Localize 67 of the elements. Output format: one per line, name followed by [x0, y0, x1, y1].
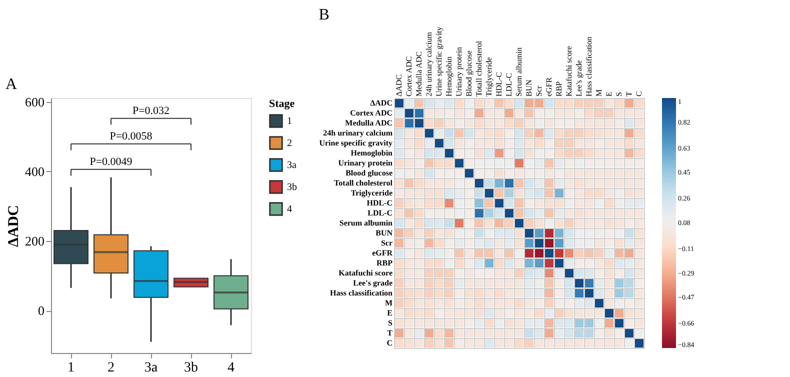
x-tick-label: LDL-C — [504, 72, 514, 96]
y-tick-label: LDL-C — [368, 208, 393, 218]
x-tick-label: Urinary protein — [454, 46, 464, 96]
x-tick-label: Urine specific gravity — [434, 26, 444, 96]
x-tick-label: HDL-C — [494, 72, 504, 96]
x-tick-label: Medulla ADC — [414, 51, 424, 96]
x-tick-label: C — [634, 91, 644, 96]
y-tick-label: RBP — [376, 258, 393, 268]
chart-title: A — [6, 76, 18, 93]
y-tick-label: ΔADC — [370, 98, 393, 108]
y-tick-label: E — [387, 308, 392, 318]
x-tick-label: Hemoglobin — [444, 56, 454, 96]
x-tick-label: Scr — [534, 86, 544, 96]
y-tick-label: 200 — [25, 233, 44, 248]
y-tick-label: Cortex ADC — [350, 108, 393, 118]
x-tick-label: BUN — [524, 79, 534, 96]
x-tick-label: Hass classification — [584, 36, 594, 96]
x-tick-label: E — [604, 92, 614, 96]
x-tick-label: S — [614, 92, 624, 96]
y-tick-label: 0 — [38, 303, 44, 318]
y-tick-label: Urinary protein — [338, 158, 394, 168]
x-tick-label: T — [624, 92, 634, 96]
y-tick-label: BUN — [376, 228, 393, 238]
x-tick-label: Totall cholesterol — [474, 40, 484, 96]
y-tick-label: Lee's grade — [353, 278, 393, 288]
x-tick-label: Katafuchi score — [564, 46, 574, 96]
legend-label: 3a — [287, 160, 297, 171]
x-tick-label: 2 — [108, 360, 114, 376]
legend-label: 1 — [287, 116, 292, 127]
x-tick-label: Serum albumin — [514, 47, 524, 96]
y-tick-label: T — [387, 328, 394, 338]
y-tick-label: Hemoglobin — [350, 148, 394, 158]
y-tick-label: Urine specific gravity — [319, 138, 392, 148]
y-tick-label: Serum albumin — [339, 218, 394, 228]
legend-title: Stage — [269, 98, 295, 110]
x-tick-label: M — [594, 89, 604, 96]
legend-label: 4 — [287, 204, 292, 215]
x-tick-label: 3b — [184, 360, 198, 376]
x-tick-label: RBP — [554, 80, 564, 96]
y-tick-label: M — [384, 298, 393, 308]
y-tick-label: 24h urinary calcium — [323, 128, 393, 138]
x-tick-label: 3a — [144, 360, 158, 376]
annotation: P=0.0058 — [110, 130, 153, 142]
y-tick-label: C — [386, 338, 393, 348]
x-tick-label: Blood glucose — [464, 50, 474, 96]
y-tick-label: Scr — [380, 238, 393, 248]
y-tick-label: Katafuchi score — [338, 268, 393, 278]
y-tick-label: HDL-C — [366, 198, 393, 208]
y-tick-label: Medulla ADC — [345, 118, 393, 128]
x-tick-label: 4 — [228, 360, 234, 376]
x-tick-label: eGFR — [544, 76, 554, 96]
y-tick-label: Blood glucose — [346, 168, 393, 178]
annotation: P=0.032 — [132, 104, 170, 117]
x-tick-label: Triglyceride — [484, 56, 494, 96]
y-tick-label: Totall cholesterol — [334, 178, 394, 188]
chart-title: B — [318, 6, 330, 24]
y-tick-label: Hass classification — [330, 288, 394, 298]
y-tick-label: 600 — [25, 94, 44, 110]
y-tick-label: 400 — [25, 164, 44, 179]
y-tick-label: eGFR — [372, 248, 393, 258]
x-tick-label: Lee's grade — [574, 60, 584, 96]
legend-label: 3b — [287, 182, 297, 193]
annotation: P=0.0049 — [90, 156, 133, 168]
y-tick-label: Triglyceride — [350, 188, 393, 198]
legend-label: 2 — [287, 138, 292, 149]
y-tick-label: S — [388, 318, 394, 328]
x-tick-label: 1 — [68, 360, 74, 376]
